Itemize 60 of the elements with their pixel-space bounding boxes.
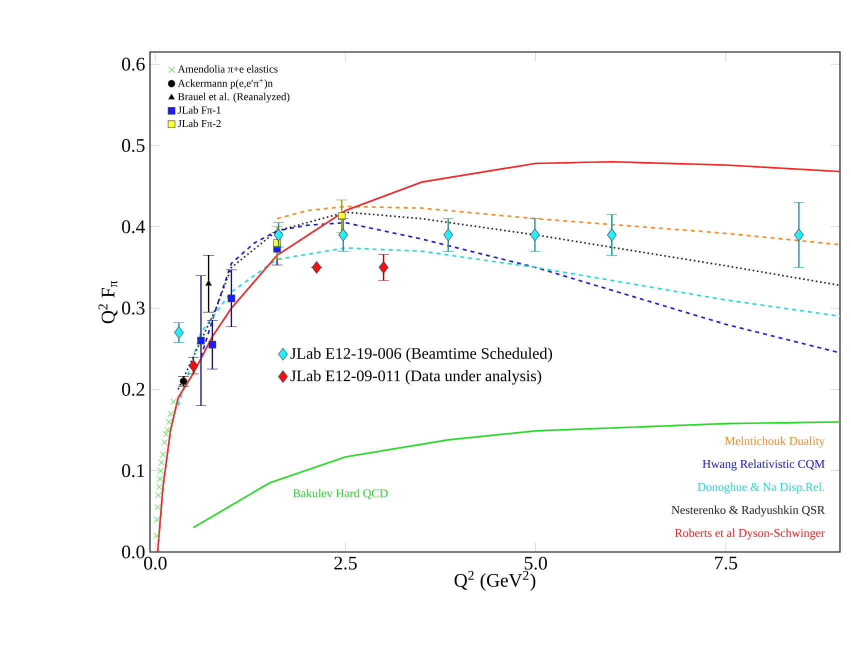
point xyxy=(158,468,164,474)
point xyxy=(174,326,184,339)
point xyxy=(197,336,205,344)
legend-label: JLab E12-19-006 (Beamtime Scheduled) xyxy=(290,348,552,362)
y-tick-label: 0.6 xyxy=(122,58,145,71)
point xyxy=(164,426,171,434)
y-tick-label: 0.3 xyxy=(122,302,145,315)
x-tick-label: 2.5 xyxy=(334,556,357,570)
y-tick-label: 0.4 xyxy=(122,220,145,234)
point xyxy=(607,228,617,242)
x-tick-label: 5.0 xyxy=(524,556,547,570)
line-series xyxy=(192,421,841,528)
point xyxy=(158,459,165,466)
text: Nesterenko & Radyushkin QSR xyxy=(672,506,825,516)
y-tick-label: 0.2 xyxy=(122,382,144,396)
point xyxy=(312,261,322,274)
line-series xyxy=(156,160,841,553)
legend-label: JLab Fπ-2 xyxy=(178,120,221,128)
point xyxy=(338,228,348,242)
series-label: Bakulev Hard QCD xyxy=(293,488,388,500)
point xyxy=(156,484,162,490)
point xyxy=(794,228,804,242)
point xyxy=(170,398,177,405)
x-axis-title: Q$^{2}$ (GeV$^{2}$) xyxy=(454,570,536,591)
point xyxy=(166,418,172,426)
legend-label: Amendolia π+e elastics xyxy=(178,65,278,73)
y-axis-title: Q$^{2}$ F$_{π}$ xyxy=(98,280,118,324)
point xyxy=(154,516,160,523)
legend-label: JLab Fπ-1 xyxy=(178,106,221,114)
point xyxy=(338,212,346,220)
y-tick-label: 0.0 xyxy=(122,545,145,559)
text: Donoghue & Na Disp.Rel. xyxy=(698,482,824,494)
legend-label: Brauel et al. (Reanalyzed) xyxy=(178,92,290,102)
point xyxy=(155,492,162,498)
legend-label: Ackermann p(e,e′π$^{+}$)n xyxy=(178,78,273,90)
point xyxy=(153,532,160,539)
point xyxy=(228,294,236,302)
legend-label: JLab E12-09-011 (Data under analysis) xyxy=(290,370,542,385)
line-series xyxy=(177,247,841,406)
point xyxy=(378,261,388,274)
point xyxy=(443,228,453,242)
point xyxy=(208,340,216,348)
x-tick-label: 0.0 xyxy=(144,556,167,570)
y-tick-label: 0.5 xyxy=(122,138,145,152)
y-tick-label: 0.1 xyxy=(122,464,144,478)
line-series xyxy=(276,206,841,246)
x-tick-label: 7.5 xyxy=(715,556,738,570)
point xyxy=(188,360,198,372)
point xyxy=(160,451,166,458)
text: Melntichouk Duality xyxy=(724,436,825,448)
text: Hwang Relativistic CQM xyxy=(702,460,825,470)
point xyxy=(154,504,161,510)
point xyxy=(161,439,168,446)
line-series xyxy=(177,211,841,390)
text: Roberts et al Dyson-Schwinger xyxy=(674,528,825,540)
point xyxy=(205,280,212,286)
point xyxy=(156,476,163,482)
point xyxy=(162,431,170,438)
point xyxy=(530,228,540,242)
point xyxy=(167,410,174,417)
